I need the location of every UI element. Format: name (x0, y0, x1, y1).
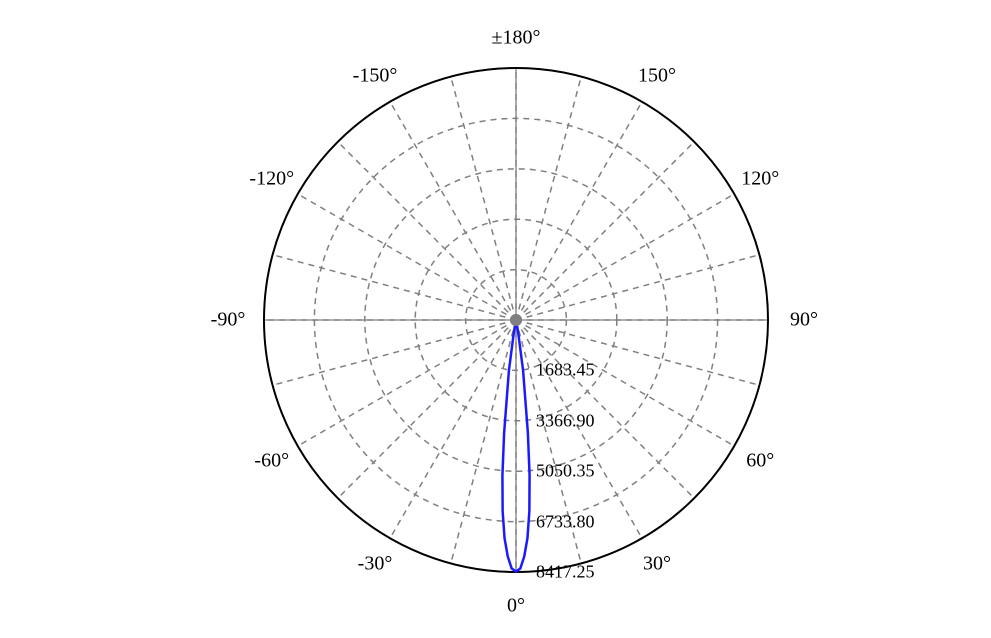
radial-tick-label: 8417.25 (536, 562, 595, 583)
angle-tick-label: -120° (249, 168, 294, 191)
polar-chart-svg (0, 0, 991, 638)
angle-tick-label: 150° (638, 64, 676, 87)
angle-tick-label: -30° (358, 553, 393, 576)
polar-chart-container: 0° 30° 60° 90° 120° 150° -30° -60° -90° -120° -150… (0, 0, 991, 638)
angle-tick-label: ±180° (492, 27, 541, 50)
angle-tick-label: 120° (741, 168, 779, 191)
angle-tick-label: -90° (211, 309, 246, 332)
angle-tick-label: 0° (507, 595, 525, 618)
angle-tick-label: 30° (643, 553, 671, 576)
angle-tick-label: -150° (353, 64, 398, 87)
angle-tick-label: 60° (746, 450, 774, 473)
angle-tick-label: -60° (254, 450, 289, 473)
angle-tick-label: 90° (790, 309, 818, 332)
radial-tick-label: 1683.45 (536, 360, 595, 381)
radial-tick-label: 6733.80 (536, 511, 595, 532)
radial-tick-label: 3366.90 (536, 410, 595, 431)
radial-tick-label: 5050.35 (536, 461, 595, 482)
